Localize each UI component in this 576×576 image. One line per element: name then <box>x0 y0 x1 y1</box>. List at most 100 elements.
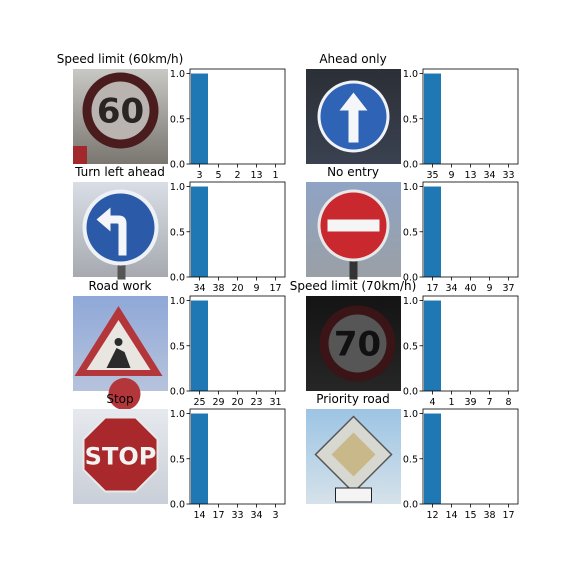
sign-yellow-diamond <box>331 432 376 477</box>
sign-speed-number: 60 <box>97 92 144 132</box>
x-tick-label: 25 <box>193 397 205 408</box>
x-tick-label: 23 <box>250 397 262 408</box>
subplot-title: Speed limit (70km/h) <box>290 279 417 293</box>
y-tick-label: 0.5 <box>170 114 185 125</box>
y-tick-label: 1.0 <box>170 69 185 80</box>
y-tick-label: 0.0 <box>403 160 418 171</box>
subplot-4: Road work 0.0 0.5 1.0 25 29 20 23 31 <box>73 279 286 410</box>
x-tick-label: 13 <box>250 170 262 181</box>
bar-0 <box>191 300 208 391</box>
worker-head-icon <box>114 338 123 346</box>
x-tick-label: 34 <box>193 283 205 294</box>
x-tick-label: 37 <box>502 283 514 294</box>
y-tick-label: 1.0 <box>403 182 418 193</box>
y-tick-label: 0.0 <box>170 160 185 171</box>
sign-white-disc <box>328 314 387 373</box>
x-tick-label: 9 <box>253 283 259 294</box>
y-tick-label: 1.0 <box>403 69 418 80</box>
second-sign-top <box>108 378 141 410</box>
bar-0 <box>424 186 441 277</box>
x-tick-label: 40 <box>464 283 476 294</box>
y-tick-label: 0.5 <box>403 341 418 352</box>
stop-octagon <box>82 416 159 493</box>
x-tick-label: 38 <box>483 510 495 521</box>
subplot-3: No entry 0.0 0.5 1.0 17 34 40 9 37 <box>306 165 519 294</box>
sign-pole <box>349 259 358 280</box>
y-tick-label: 0.0 <box>403 387 418 398</box>
bar-0 <box>424 300 441 391</box>
y-tick-label: 0.5 <box>403 227 418 238</box>
y-tick-label: 0.5 <box>403 114 418 125</box>
x-tick-label: 34 <box>445 283 457 294</box>
subplot-1: Ahead only 0.0 0.5 1.0 35 9 13 34 33 <box>306 52 519 181</box>
subplot-title: Priority road <box>316 392 390 406</box>
bar-0 <box>191 413 208 504</box>
y-tick-label: 0.0 <box>170 273 185 284</box>
y-tick-label: 0.0 <box>170 500 185 511</box>
x-tick-label: 14 <box>445 510 457 521</box>
x-tick-label: 14 <box>193 510 205 521</box>
x-tick-label: 3 <box>196 170 202 181</box>
x-tick-label: 29 <box>212 397 224 408</box>
x-tick-label: 33 <box>231 510 243 521</box>
x-tick-label: 9 <box>486 283 492 294</box>
x-tick-label: 31 <box>269 397 281 408</box>
sign-pole <box>117 259 126 280</box>
x-tick-label: 13 <box>464 170 476 181</box>
x-tick-label: 12 <box>426 510 438 521</box>
y-tick-label: 1.0 <box>170 182 185 193</box>
bar-0 <box>191 73 208 164</box>
x-tick-label: 34 <box>250 510 262 521</box>
background-red-object <box>73 146 87 164</box>
sign-plate <box>335 487 372 503</box>
y-tick-label: 0.0 <box>403 273 418 284</box>
x-tick-label: 17 <box>212 510 224 521</box>
turn-left-arrow-icon <box>96 207 127 256</box>
bar-0 <box>424 413 441 504</box>
arrow-up-icon <box>339 92 368 143</box>
stop-sign-text: STOP <box>85 443 157 471</box>
y-tick-label: 0.0 <box>170 387 185 398</box>
x-tick-label: 2 <box>234 170 240 181</box>
x-tick-label: 8 <box>505 397 511 408</box>
x-tick-label: 15 <box>464 510 476 521</box>
subplot-title: Turn left ahead <box>74 165 165 179</box>
x-tick-label: 20 <box>231 283 243 294</box>
x-tick-label: 1 <box>272 170 278 181</box>
y-tick-label: 0.5 <box>170 341 185 352</box>
y-tick-label: 0.0 <box>403 500 418 511</box>
y-tick-label: 1.0 <box>170 296 185 307</box>
x-tick-label: 17 <box>269 283 281 294</box>
x-tick-label: 7 <box>486 397 492 408</box>
subplot-title: Road work <box>89 279 152 293</box>
x-tick-label: 17 <box>502 510 514 521</box>
y-tick-label: 0.5 <box>403 454 418 465</box>
y-tick-label: 0.5 <box>170 454 185 465</box>
x-tick-label: 1 <box>448 397 454 408</box>
subplot-title: No entry <box>327 165 379 179</box>
road-worker-icon <box>106 348 131 368</box>
subplot-6: Stop STOP 0.0 0.5 1.0 14 17 33 34 3 <box>73 392 286 521</box>
subplot-2: Turn left ahead 0.0 0.5 1.0 34 38 20 9 17 <box>73 165 286 294</box>
subplot-title: Speed limit (60km/h) <box>57 52 184 66</box>
x-tick-label: 3 <box>272 510 278 521</box>
x-tick-label: 34 <box>483 170 495 181</box>
x-tick-label: 35 <box>426 170 438 181</box>
x-tick-label: 9 <box>448 170 454 181</box>
y-tick-label: 1.0 <box>403 296 418 307</box>
subplot-0: Speed limit (60km/h) 60 0.0 0.5 1.0 3 5 2 13 1 <box>57 52 286 181</box>
y-tick-label: 1.0 <box>170 409 185 420</box>
bar-0 <box>191 186 208 277</box>
bar-0 <box>424 73 441 164</box>
sign-white-disc <box>91 81 150 140</box>
y-tick-label: 1.0 <box>403 409 418 420</box>
no-entry-bar-icon <box>327 219 380 232</box>
subplot-title: Ahead only <box>319 52 386 66</box>
x-tick-label: 5 <box>215 170 221 181</box>
x-tick-label: 17 <box>426 283 438 294</box>
x-tick-label: 39 <box>464 397 476 408</box>
x-tick-label: 38 <box>212 283 224 294</box>
x-tick-label: 33 <box>502 170 514 181</box>
